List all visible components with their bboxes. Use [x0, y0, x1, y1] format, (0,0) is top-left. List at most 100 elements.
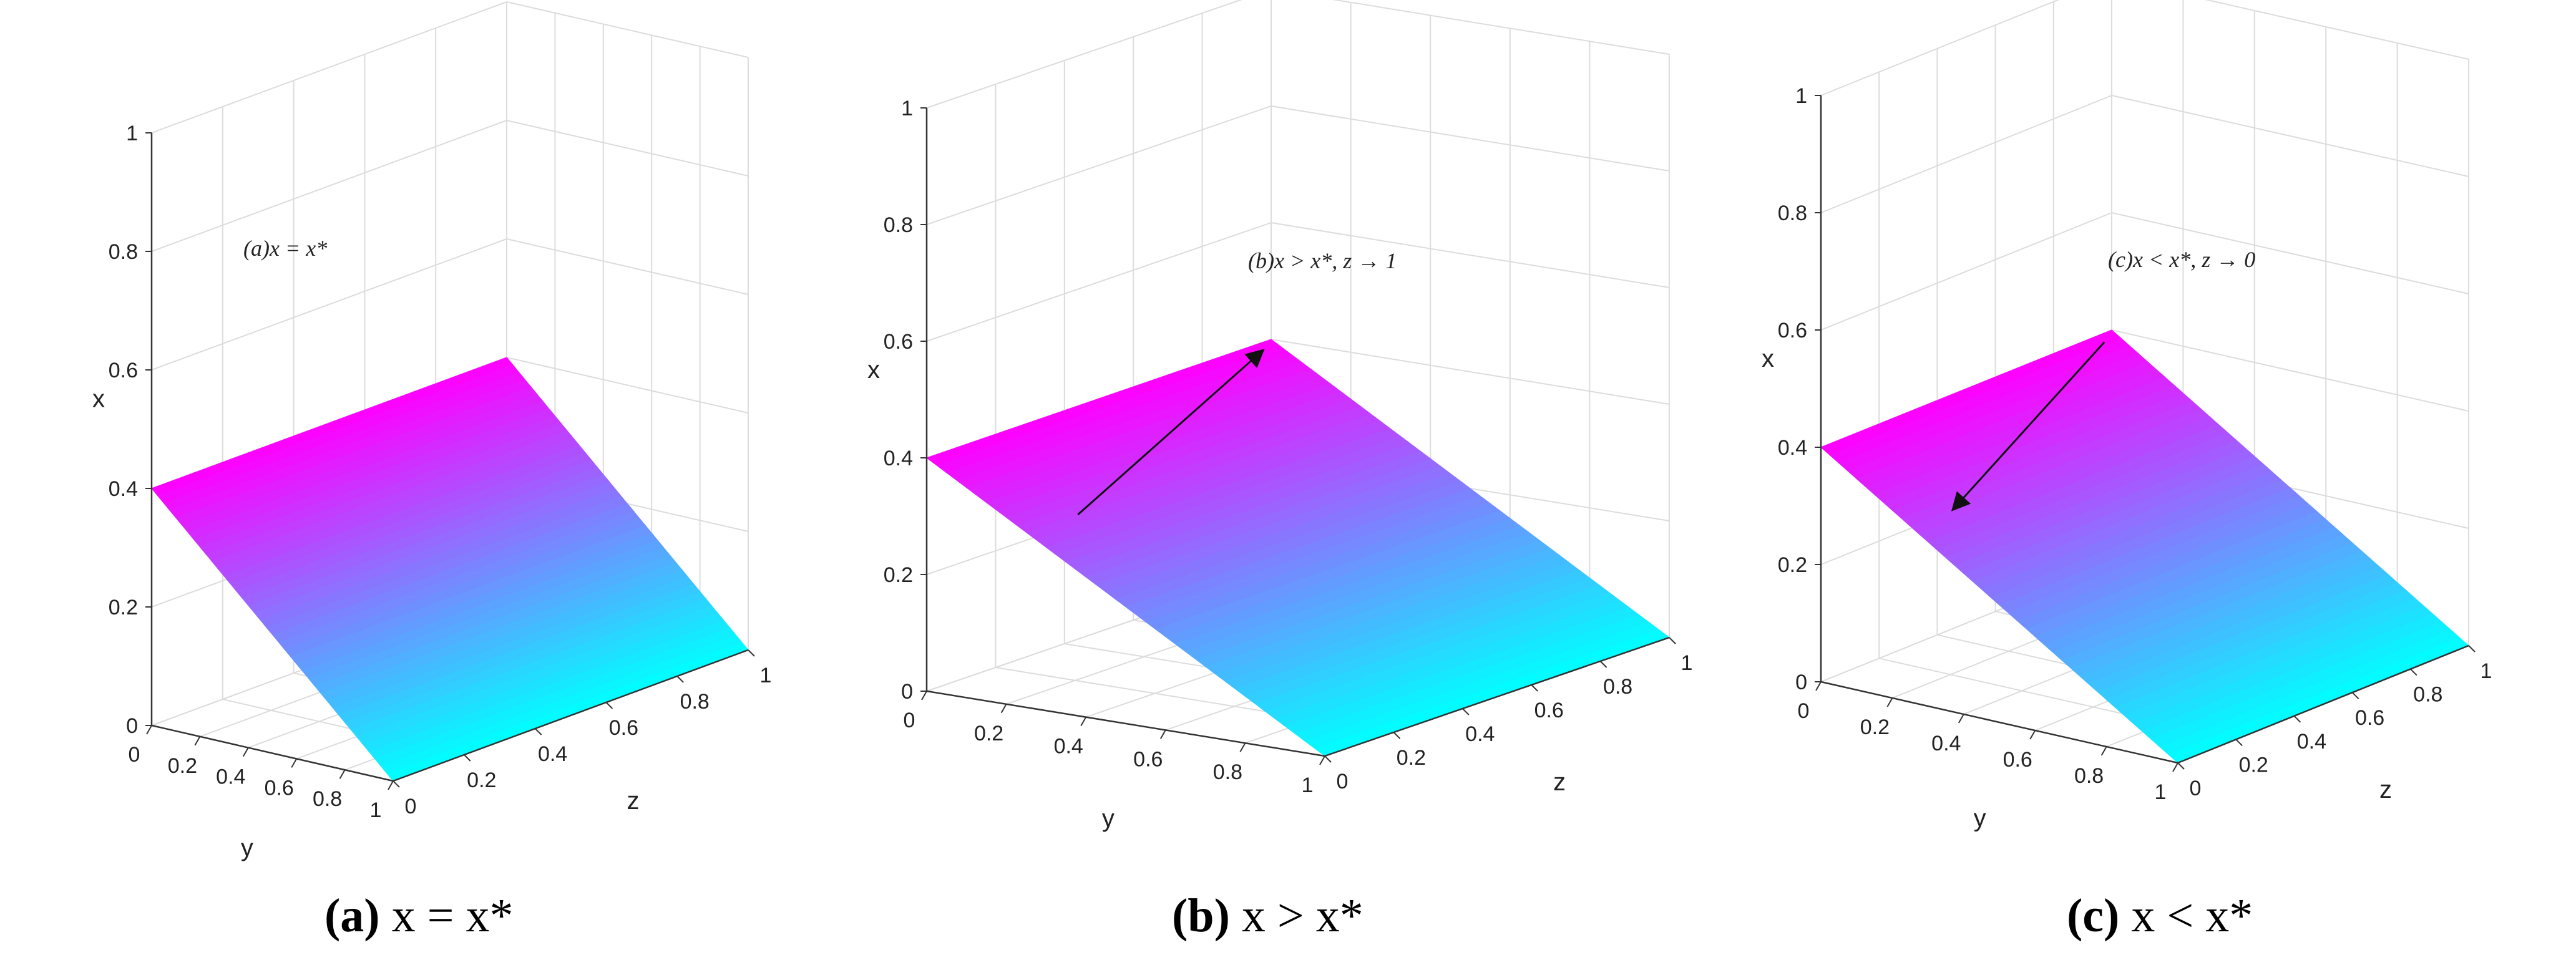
- y-tick-label: 0.8: [1213, 760, 1242, 784]
- x-tick-label: 0.4: [109, 477, 138, 501]
- z-tick: [2235, 739, 2243, 747]
- x-tick-label: 0: [126, 714, 138, 738]
- x-tick-label: 0.6: [109, 359, 138, 382]
- z-tick: [1599, 661, 1608, 668]
- y-tick: [1319, 755, 1325, 765]
- x-tick-label: 0.6: [884, 330, 913, 354]
- y-tick-label: 0.2: [168, 754, 197, 778]
- y-axis-title: y: [1102, 805, 1115, 832]
- y-tick-label: 0: [129, 743, 140, 767]
- y-axis-line: [151, 724, 394, 782]
- z-tick-label: 0.6: [609, 716, 638, 740]
- y-tick: [291, 758, 298, 768]
- y-tick-label: 0.8: [2074, 764, 2104, 788]
- x-tick-label: 0.2: [884, 563, 913, 587]
- z-tick-label: 0.6: [2355, 706, 2384, 730]
- y-tick-label: 0: [904, 709, 915, 732]
- z-axis-title: z: [1553, 768, 1566, 796]
- panel-a: 00.20.40.60.810 0.2 0.4 0.6 0.8 1 00.20.40.60.…: [92, 1, 771, 861]
- y-tick-label: 1: [370, 798, 382, 822]
- x-tick-label: 0: [901, 680, 913, 704]
- x-tick-label: 0.4: [884, 447, 913, 470]
- y-tick-label: 0.4: [216, 765, 245, 789]
- z-tick-label: 0.4: [538, 742, 567, 766]
- z-tick: [2468, 645, 2476, 652]
- y-tick: [146, 725, 152, 735]
- y-axis-line: [1820, 681, 2178, 764]
- annotation-c: (c)x < x*, z → 0: [2108, 247, 2255, 272]
- caption-b-text: x > x*: [1229, 890, 1364, 942]
- x-tick-label: 0.6: [1778, 319, 1807, 342]
- z-tick: [2177, 762, 2185, 770]
- y-tick: [2100, 746, 2107, 756]
- z-tick: [1393, 732, 1401, 739]
- axes-a: 00.20.40.60.810 0.2 0.4 0.6 0.8 1 00.20.40.60.…: [92, 122, 771, 861]
- y-tick: [1239, 742, 1246, 752]
- z-tick-label: 0.2: [2239, 753, 2268, 777]
- y-tick-label: 0.2: [974, 722, 1003, 745]
- z-tick: [2351, 692, 2359, 699]
- y-tick-label: 0: [1798, 699, 1810, 723]
- y-tick: [2172, 762, 2178, 772]
- y-tick: [1080, 717, 1087, 727]
- x-tick-label: 1: [901, 97, 913, 120]
- z-tick: [1669, 637, 1676, 644]
- direction-arrow: [1077, 349, 1265, 516]
- z-tick: [1462, 708, 1470, 715]
- x-tick-label: 0: [1795, 671, 1807, 694]
- z-tick-label: 0.2: [1397, 746, 1426, 770]
- y-tick-label: 0.6: [1133, 747, 1163, 771]
- z-tick: [676, 676, 684, 683]
- x-tick-label: 0.8: [884, 213, 913, 237]
- x-tick-label: 1: [126, 122, 138, 145]
- z-axis-line: [2177, 644, 2469, 764]
- y-tick: [1159, 729, 1166, 739]
- x-tick-label: 0.4: [1778, 436, 1807, 460]
- z-tick: [534, 728, 542, 735]
- x-tick-label: 0.2: [1778, 553, 1807, 577]
- z-axis-line: [1324, 636, 1670, 757]
- z-tick: [464, 754, 471, 762]
- x-tick-label: 0.8: [1778, 201, 1807, 225]
- y-tick-label: 0.6: [265, 776, 294, 800]
- z-tick-label: 0.4: [1465, 722, 1495, 746]
- z-tick: [605, 702, 613, 709]
- y-tick: [1958, 714, 1964, 724]
- direction-arrow: [1951, 341, 2105, 512]
- y-axis-title: y: [241, 834, 253, 861]
- z-tick-label: 1: [2481, 659, 2492, 683]
- x-axis-title: x: [867, 356, 880, 384]
- y-tick: [921, 691, 927, 701]
- caption-c: (c) x < x*: [2067, 889, 2253, 943]
- z-tick: [748, 649, 755, 657]
- y-axis-line: [926, 690, 1325, 757]
- z-tick-label: 0.4: [2297, 730, 2326, 754]
- caption-a: (a) x = x*: [324, 889, 514, 943]
- z-tick-label: 0.8: [1603, 675, 1632, 699]
- surface-c: [1820, 329, 2469, 764]
- y-tick: [1815, 681, 1822, 691]
- y-tick: [339, 769, 346, 779]
- z-axis-line: [393, 649, 749, 782]
- y-tick-label: 0.6: [2003, 748, 2032, 772]
- x-tick-label: 1: [1795, 84, 1807, 108]
- z-tick-label: 0.6: [1534, 699, 1564, 722]
- caption-b-label: (b): [1172, 890, 1230, 942]
- z-axis-title: z: [627, 787, 640, 815]
- y-axis-title: y: [1974, 805, 1986, 832]
- z-tick: [1531, 684, 1538, 692]
- x-tick-label: 0.2: [109, 596, 138, 619]
- y-tick-label: 0.8: [313, 787, 342, 811]
- z-tick-label: 0: [1337, 770, 1349, 793]
- z-tick-label: 1: [1681, 651, 1693, 675]
- y-tick: [194, 736, 201, 746]
- z-tick: [393, 780, 400, 788]
- z-tick-label: 0.8: [680, 690, 710, 714]
- y-tick-label: 1: [2155, 780, 2167, 804]
- y-tick: [1000, 704, 1007, 714]
